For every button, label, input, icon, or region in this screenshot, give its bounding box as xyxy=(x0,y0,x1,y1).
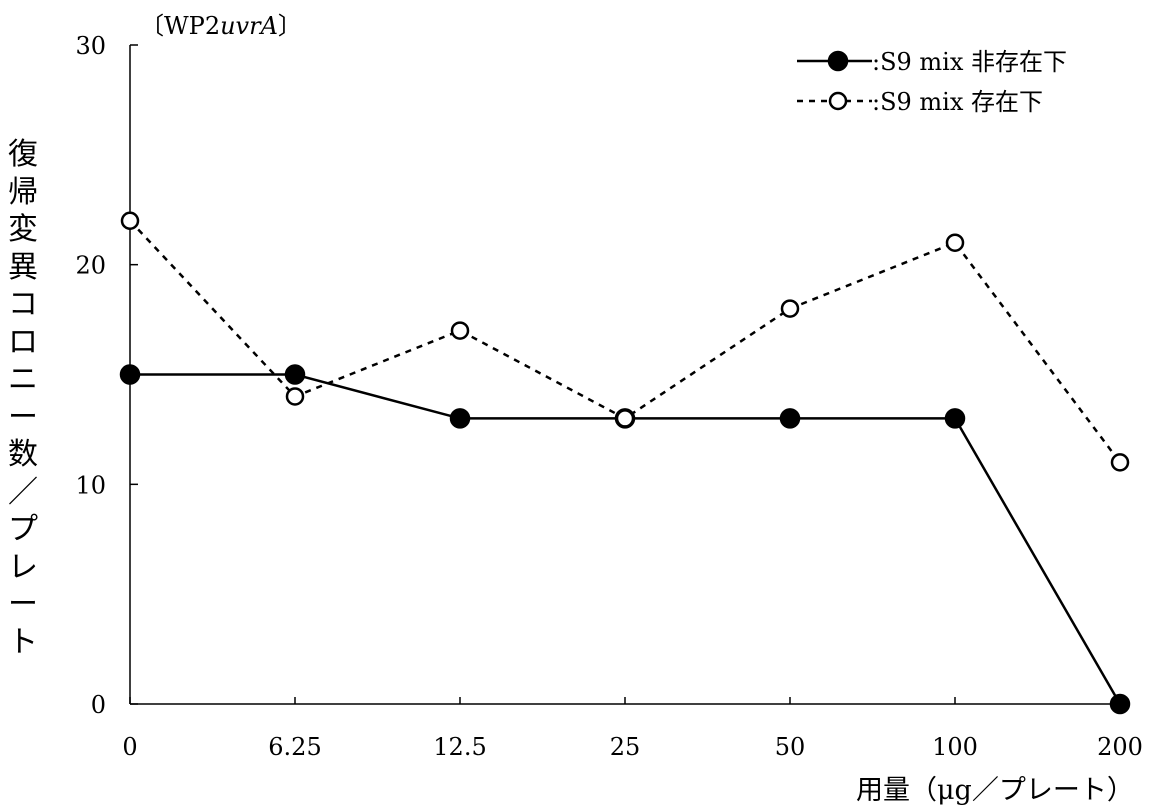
y-axis-label-char: コ xyxy=(8,287,38,322)
panel-label: 〔WP2uvrA〕 xyxy=(140,6,302,41)
panel-label-open: 〔 xyxy=(140,12,164,40)
legend-label-2: :S9 mix 存在下 xyxy=(872,88,1043,116)
data-point-series-1 xyxy=(779,408,801,429)
data-point-series-1 xyxy=(1109,693,1131,715)
panel-label-strain: WP2 xyxy=(164,12,221,40)
data-point-series-2 xyxy=(120,211,140,230)
y-axis-label-char: ー xyxy=(8,587,38,622)
y-axis-label-char: ー xyxy=(8,399,38,435)
y-axis-label-char: レ xyxy=(8,549,38,585)
y-tick-label: 0 xyxy=(91,691,106,719)
y-tick-label: 10 xyxy=(75,471,106,499)
data-point-series-2 xyxy=(450,321,470,340)
data-point-series-2 xyxy=(615,409,635,428)
y-axis-label-char: ／ xyxy=(8,474,38,510)
legend-label-1: :S9 mix 非存在下 xyxy=(872,48,1067,76)
data-point-series-2 xyxy=(1110,453,1130,472)
legend-marker-1 xyxy=(827,50,849,72)
legend-marker-2 xyxy=(828,91,848,111)
y-axis-label-char: 変 xyxy=(8,212,38,247)
x-tick-label: 6.25 xyxy=(268,733,321,761)
data-point-series-2 xyxy=(945,233,965,252)
y-tick-label: 20 xyxy=(75,252,106,280)
y-tick-label: 30 xyxy=(75,32,106,60)
y-axis-label-char: ニ xyxy=(8,362,38,397)
x-tick-label: 25 xyxy=(610,733,641,761)
data-point-series-1 xyxy=(944,408,966,429)
y-axis-label-char: 帰 xyxy=(8,174,38,210)
x-tick-label: 200 xyxy=(1097,733,1143,761)
y-axis-label-char: 復 xyxy=(8,137,38,172)
data-point-series-2 xyxy=(780,299,800,318)
y-axis-label-char: プ xyxy=(8,512,38,547)
panel-label-genotype: uvrA xyxy=(220,12,278,40)
x-tick-label: 100 xyxy=(932,733,978,761)
y-axis-label-char: 異 xyxy=(8,249,38,285)
data-point-series-1 xyxy=(284,364,306,385)
x-tick-label: 12.5 xyxy=(433,733,486,761)
y-axis-label-char: 数 xyxy=(8,437,38,472)
x-axis-label: 用量（μg／プレート） xyxy=(856,775,1134,806)
data-point-series-1 xyxy=(119,364,141,385)
panel-label-close: 〕 xyxy=(277,12,302,40)
x-tick-label: 0 xyxy=(122,733,137,761)
data-point-series-2 xyxy=(285,387,305,406)
data-point-series-1 xyxy=(449,408,471,429)
x-tick-label: 50 xyxy=(775,733,806,761)
y-axis-label-char: ト xyxy=(8,624,38,660)
y-axis-label-char: ロ xyxy=(8,324,38,360)
